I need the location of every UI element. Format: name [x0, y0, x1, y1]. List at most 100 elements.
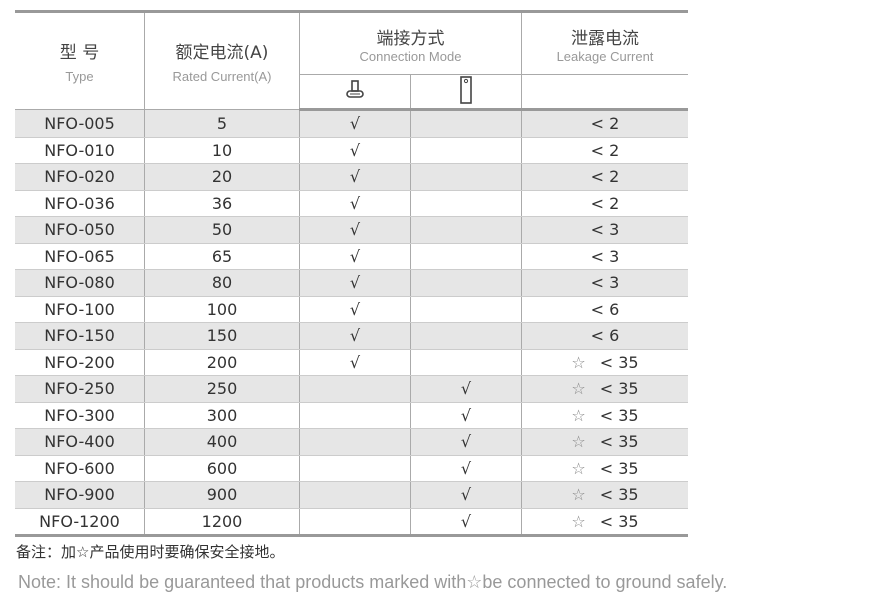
leakage-value: < 2 — [590, 114, 620, 134]
table-row: NFO-050 50 √ < 3 — [15, 216, 688, 244]
type-cell: NFO-100 — [15, 296, 145, 323]
leakage-cell: ☆ < 35 — [521, 375, 688, 403]
connection-post-cell: √ — [299, 296, 411, 323]
star-icon: ☆ — [571, 485, 586, 505]
leakage-cell: < 2 — [521, 109, 688, 138]
type-cell: NFO-020 — [15, 163, 145, 191]
connection-header-zh: 端接方式 — [376, 28, 445, 49]
type-cell: NFO-080 — [15, 269, 145, 297]
current-cell: 36 — [144, 190, 300, 217]
table-row: NFO-200 200 √ ☆ < 35 — [15, 349, 688, 376]
current-cell: 200 — [144, 349, 300, 376]
type-cell: NFO-200 — [15, 349, 145, 376]
connection-tab-cell — [410, 269, 522, 297]
type-header: 型 号 Type — [15, 11, 145, 110]
connection-post-cell — [299, 402, 411, 429]
leakage-header: 泄露电流 Leakage Current — [521, 11, 688, 75]
current-cell: 250 — [144, 375, 300, 403]
table-row: NFO-080 80 √ < 3 — [15, 269, 688, 297]
connection-post-cell: √ — [299, 163, 411, 191]
current-cell: 10 — [144, 137, 300, 164]
table-row: NFO-010 10 √ < 2 — [15, 137, 688, 164]
leakage-value: < 3 — [590, 273, 620, 293]
current-cell: 20 — [144, 163, 300, 191]
current-cell: 65 — [144, 243, 300, 270]
table-row: NFO-600 600 √ ☆ < 35 — [15, 455, 688, 482]
leakage-value: < 35 — [599, 432, 639, 452]
connection-post-cell: √ — [299, 349, 411, 376]
star-icon: ☆ — [571, 405, 586, 425]
spec-table: 型 号 Type 额定电流(A) Rated Current(A) 端接方式 Conn… — [15, 10, 688, 537]
connection-tab-cell — [410, 109, 522, 138]
leakage-value: < 3 — [590, 220, 620, 240]
current-header: 额定电流(A) Rated Current(A) — [144, 11, 300, 110]
connection-header-en: Connection Mode — [359, 48, 462, 64]
connection-post-cell: √ — [299, 243, 411, 270]
connection-tab-cell: √ — [410, 428, 522, 456]
leakage-value: < 2 — [590, 167, 620, 187]
current-cell: 100 — [144, 296, 300, 323]
leakage-value: < 35 — [599, 352, 639, 372]
connection-post-cell — [299, 508, 411, 536]
current-cell: 5 — [144, 109, 300, 138]
connection-tab-cell: √ — [410, 402, 522, 429]
star-icon: ☆ — [571, 432, 586, 452]
leakage-value: < 6 — [590, 299, 620, 319]
connection-tab-cell — [410, 322, 522, 350]
connection-post-cell: √ — [299, 109, 411, 138]
connection-post-cell — [299, 481, 411, 509]
table-row: NFO-900 900 √ ☆ < 35 — [15, 481, 688, 509]
connection-tab-cell — [410, 190, 522, 217]
connection-post-cell: √ — [299, 269, 411, 297]
leakage-header-en: Leakage Current — [556, 48, 654, 64]
leakage-cell: ☆ < 35 — [521, 508, 688, 536]
table-row: NFO-065 65 √ < 3 — [15, 243, 688, 270]
type-cell: NFO-250 — [15, 375, 145, 403]
table-row: NFO-300 300 √ ☆ < 35 — [15, 402, 688, 429]
connection-tab-cell — [410, 243, 522, 270]
leakage-value: < 6 — [590, 326, 620, 346]
leakage-cell: < 6 — [521, 322, 688, 350]
type-cell: NFO-150 — [15, 322, 145, 350]
type-cell: NFO-010 — [15, 137, 145, 164]
connection-post-cell: √ — [299, 190, 411, 217]
connection-post-cell — [299, 428, 411, 456]
current-cell: 50 — [144, 216, 300, 244]
star-icon: ☆ — [571, 379, 586, 399]
leakage-cell: < 6 — [521, 296, 688, 323]
star-icon: ☆ — [571, 511, 586, 531]
connection-post-cell — [299, 455, 411, 482]
connection-header: 端接方式 Connection Mode — [299, 11, 522, 75]
connection-post-cell — [299, 375, 411, 403]
leakage-cell: < 3 — [521, 243, 688, 270]
current-cell: 300 — [144, 402, 300, 429]
leakage-value: < 35 — [599, 379, 639, 399]
connection-tab-cell — [410, 349, 522, 376]
note-chinese: 备注：加☆产品使用时要确保安全接地。 — [16, 543, 285, 561]
type-cell: NFO-036 — [15, 190, 145, 217]
star-icon: ☆ — [571, 352, 586, 372]
leakage-cell: ☆ < 35 — [521, 349, 688, 376]
current-cell: 80 — [144, 269, 300, 297]
table-row: NFO-005 5 √ < 2 — [15, 109, 688, 138]
current-header-en: Rated Current(A) — [172, 69, 272, 84]
connection-post-cell: √ — [299, 216, 411, 244]
type-cell: NFO-065 — [15, 243, 145, 270]
flat-tab-icon — [410, 74, 522, 111]
leakage-value: < 2 — [590, 140, 620, 160]
leakage-value: < 35 — [599, 458, 639, 478]
table-row: NFO-150 150 √ < 6 — [15, 322, 688, 350]
connection-post-cell: √ — [299, 137, 411, 164]
leakage-cell: < 3 — [521, 269, 688, 297]
leakage-value: < 35 — [599, 485, 639, 505]
leakage-cell: < 2 — [521, 190, 688, 217]
table-row: NFO-020 20 √ < 2 — [15, 163, 688, 191]
leakage-header-zh: 泄露电流 — [571, 28, 639, 49]
connection-tab-cell: √ — [410, 481, 522, 509]
type-cell: NFO-900 — [15, 481, 145, 509]
type-cell: NFO-400 — [15, 428, 145, 456]
type-cell: NFO-300 — [15, 402, 145, 429]
star-icon: ☆ — [571, 458, 586, 478]
current-cell: 150 — [144, 322, 300, 350]
table-row: NFO-036 36 √ < 2 — [15, 190, 688, 217]
